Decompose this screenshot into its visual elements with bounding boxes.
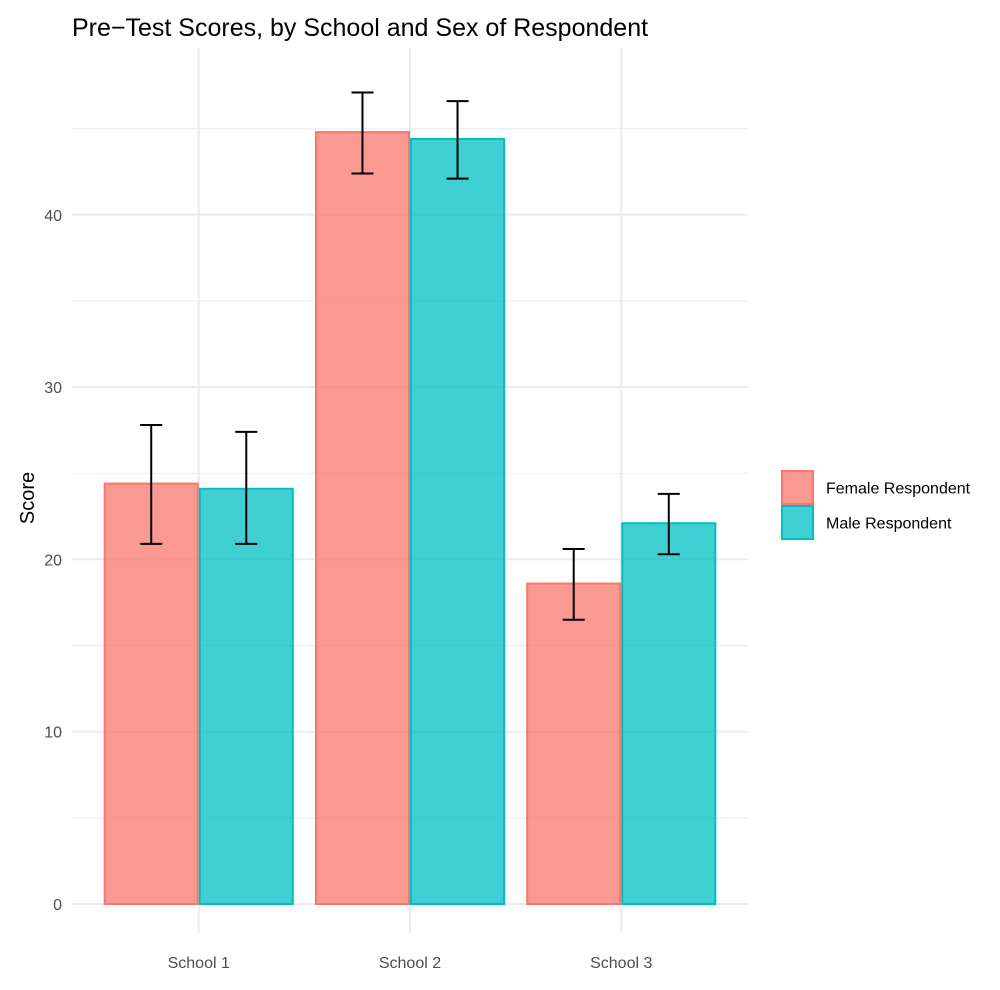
y-tick-label: 20 bbox=[44, 552, 62, 569]
bar bbox=[526, 582, 622, 905]
y-tick-label: 10 bbox=[44, 725, 62, 742]
errorbar-layer bbox=[140, 91, 680, 621]
legend-label: Female Respondent bbox=[826, 481, 971, 498]
legend-label: Male Respondent bbox=[826, 516, 952, 533]
y-tick-label: 40 bbox=[44, 208, 62, 225]
bars-layer bbox=[103, 131, 717, 906]
y-tick-label: 30 bbox=[44, 380, 62, 397]
legend: Female Respondent Male Respondent bbox=[781, 470, 971, 540]
x-tick-label: School 3 bbox=[590, 955, 652, 972]
bar bbox=[198, 487, 294, 905]
y-tick-label: 0 bbox=[53, 897, 62, 914]
legend-key bbox=[781, 505, 814, 540]
x-tick-label: School 2 bbox=[379, 955, 441, 972]
chart-title: Pre−Test Scores, by School and Sex of Re… bbox=[72, 14, 648, 42]
bar bbox=[314, 131, 410, 905]
bar bbox=[103, 482, 199, 905]
bar bbox=[621, 522, 717, 905]
legend-key bbox=[781, 470, 814, 505]
y-axis-title: Score bbox=[17, 472, 39, 524]
x-tick-labels: School 1 School 2 School 3 bbox=[168, 955, 653, 972]
bar bbox=[410, 137, 506, 906]
x-tick-label: School 1 bbox=[168, 955, 230, 972]
y-tick-labels: 0 10 20 30 40 bbox=[44, 208, 62, 914]
